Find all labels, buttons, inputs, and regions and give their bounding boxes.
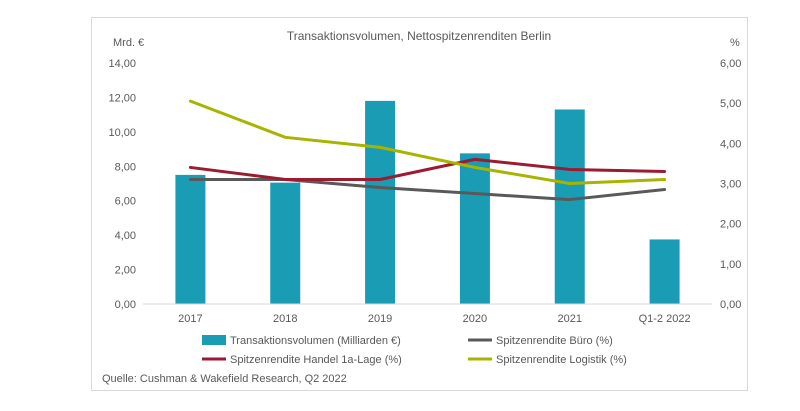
left-axis-tick-label: 4,00 [115,230,136,242]
left-axis-tick-label: 12,00 [108,92,136,104]
legend-label: Spitzenrendite Handel 1a-Lage (%) [230,354,402,366]
bar-series [175,100,680,304]
bar [459,153,490,304]
bar [175,174,206,304]
left-axis-tick-label: 14,00 [108,58,136,70]
x-axis-tick-label: 2020 [463,313,487,325]
right-axis-tick-label: 1,00 [720,259,741,271]
left-axis-tick-label: 6,00 [115,196,136,208]
right-axis-tick-label: 6,00 [720,58,741,70]
right-axis-tick-label: 2,00 [720,219,741,231]
x-axis-tick-label: Q1-2 2022 [639,313,691,325]
right-axis-tick-label: 0,00 [720,299,741,311]
left-axis-tick-label: 0,00 [115,299,136,311]
bar [365,100,396,304]
right-axis-ticks: 0,00 1,00 2,00 3,00 4,00 5,00 6,00 [720,58,741,311]
x-axis-tick-label: 2017 [178,313,202,325]
line-series-group [188,99,667,202]
left-axis-tick-label: 8,00 [115,161,136,173]
series-line [188,157,667,181]
legend-label: Transaktionsvolumen (Milliarden €) [230,335,401,347]
bar [270,182,301,304]
right-axis-tick-label: 3,00 [720,179,741,191]
legend: Transaktionsvolumen (Milliarden €) Spitze… [202,335,627,366]
right-axis-tick-label: 4,00 [720,138,741,150]
series-line [188,99,667,185]
source-note: Quelle: Cushman & Wakefield Research, Q2… [102,373,347,385]
x-axis-ticks: 2017 2018 2019 2020 2021 Q1-2 2022 [178,313,690,325]
legend-swatch [202,335,226,345]
legend-label: Spitzenrendite Logistik (%) [496,354,627,366]
chart-frame [91,17,748,391]
legend-label: Spitzenrendite Büro (%) [496,335,613,347]
x-axis-tick-label: 2019 [368,313,392,325]
series-line [188,177,667,202]
x-axis-tick-label: 2018 [273,313,297,325]
right-axis-tick-label: 5,00 [720,98,741,110]
bar [649,239,680,304]
left-axis-tick-label: 2,00 [115,265,136,277]
x-axis-tick-label: 2021 [558,313,582,325]
left-axis-unit-label: Mrd. € [113,37,144,49]
right-axis-unit-label: % [730,37,740,49]
chart-title: Transaktionsvolumen, Nettospitzenrendite… [287,29,551,43]
left-axis-ticks: 0,00 2,00 4,00 6,00 8,00 10,00 12,00 14,00 [108,58,136,311]
left-axis-tick-label: 10,00 [108,127,136,139]
bar [554,109,585,304]
